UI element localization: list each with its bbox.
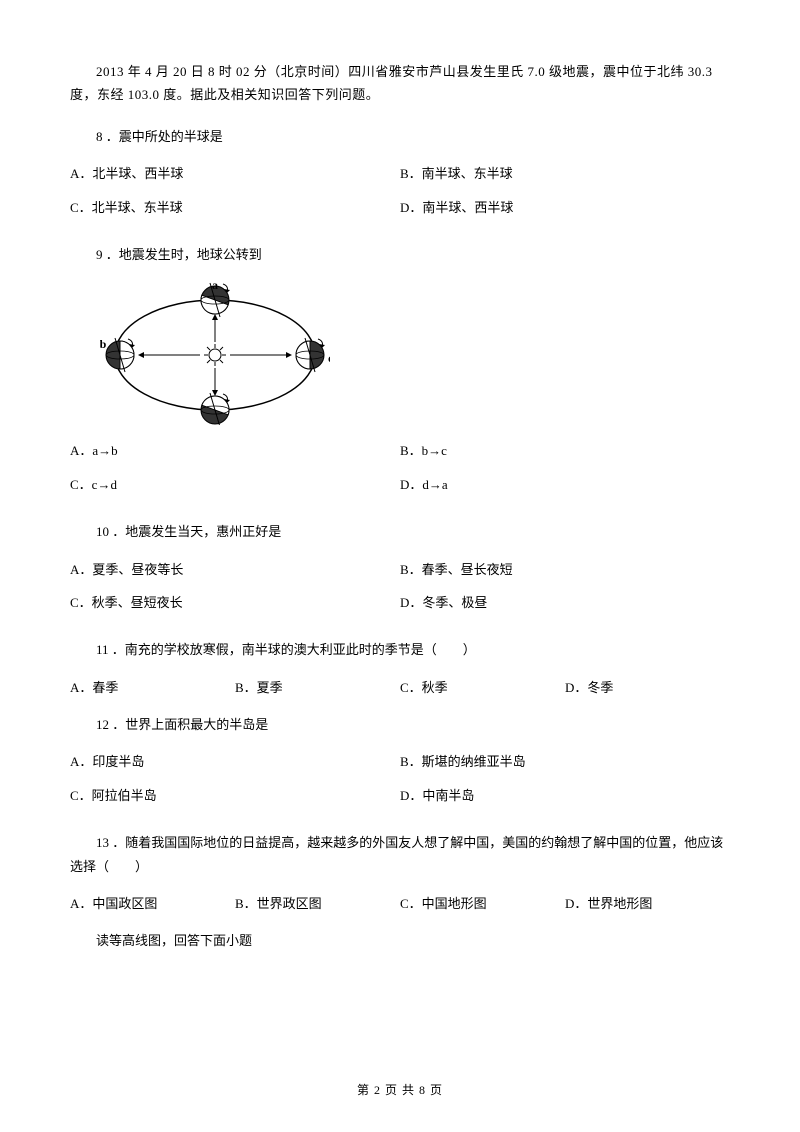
option-13b: B．世界政区图 bbox=[235, 892, 400, 915]
option-11a: A．春季 bbox=[70, 676, 235, 699]
option-8a: A．北半球、西半球 bbox=[70, 162, 400, 185]
question-8-options: A．北半球、西半球 B．南半球、东半球 C．北半球、东半球 D．南半球、西半球 bbox=[70, 162, 730, 229]
option-12d: D．中南半岛 bbox=[400, 784, 730, 807]
question-12: 12 ．世界上面积最大的半岛是 bbox=[70, 713, 730, 736]
diagram-label-c: c bbox=[213, 421, 219, 425]
question-10: 10 ．地震发生当天，惠州正好是 bbox=[70, 520, 730, 543]
option-12c: C．阿拉伯半岛 bbox=[70, 784, 400, 807]
option-8c: C．北半球、东半球 bbox=[70, 196, 400, 219]
option-11b: B．夏季 bbox=[235, 676, 400, 699]
question-10-options: A．夏季、昼夜等长 B．春季、昼长夜短 C．秋季、昼短夜长 D．冬季、极昼 bbox=[70, 558, 730, 625]
option-9b: B．b→c bbox=[400, 439, 730, 462]
question-11-options: A．春季 B．夏季 C．秋季 D．冬季 bbox=[70, 676, 730, 699]
option-8d: D．南半球、西半球 bbox=[400, 196, 730, 219]
option-12a: A．印度半岛 bbox=[70, 750, 400, 773]
diagram-label-d: d bbox=[328, 351, 330, 365]
option-10b: B．春季、昼长夜短 bbox=[400, 558, 730, 581]
question-9: 9 ．地震发生时，地球公转到 bbox=[70, 243, 730, 266]
question-11: 11 ．南充的学校放寒假，南半球的澳大利亚此时的季节是（ ） bbox=[70, 638, 730, 661]
passage-intro: 2013 年 4 月 20 日 8 时 02 分（北京时间）四川省雅安市芦山县发… bbox=[70, 60, 730, 107]
option-9a: A．a→b bbox=[70, 439, 400, 462]
option-10c: C．秋季、昼短夜长 bbox=[70, 591, 400, 614]
question-12-options: A．印度半岛 B．斯堪的纳维亚半岛 C．阿拉伯半岛 D．中南半岛 bbox=[70, 750, 730, 817]
option-8b: B．南半球、东半球 bbox=[400, 162, 730, 185]
option-11c: C．秋季 bbox=[400, 676, 565, 699]
question-8: 8 ．震中所处的半球是 bbox=[70, 125, 730, 148]
option-13d: D．世界地形图 bbox=[565, 892, 730, 915]
post-text: 读等高线图，回答下面小题 bbox=[70, 929, 730, 952]
question-9-options: A．a→b B．b→c C．c→d D．d→a bbox=[70, 439, 730, 506]
option-10a: A．夏季、昼夜等长 bbox=[70, 558, 400, 581]
option-13a: A．中国政区图 bbox=[70, 892, 235, 915]
option-10d: D．冬季、极昼 bbox=[400, 591, 730, 614]
diagram-label-a: a bbox=[212, 280, 218, 292]
option-9c: C．c→d bbox=[70, 473, 400, 496]
option-9d: D．d→a bbox=[400, 473, 730, 496]
option-12b: B．斯堪的纳维亚半岛 bbox=[400, 750, 730, 773]
option-13c: C．中国地形图 bbox=[400, 892, 565, 915]
question-13-options: A．中国政区图 B．世界政区图 C．中国地形图 D．世界地形图 bbox=[70, 892, 730, 915]
page-footer: 第 2 页 共 8 页 bbox=[0, 1080, 800, 1102]
orbit-diagram: a b c d bbox=[100, 280, 330, 425]
option-11d: D．冬季 bbox=[565, 676, 730, 699]
question-13: 13 ．随着我国国际地位的日益提高，越来越多的外国友人想了解中国，美国的约翰想了… bbox=[70, 831, 730, 878]
diagram-label-b: b bbox=[100, 337, 107, 351]
